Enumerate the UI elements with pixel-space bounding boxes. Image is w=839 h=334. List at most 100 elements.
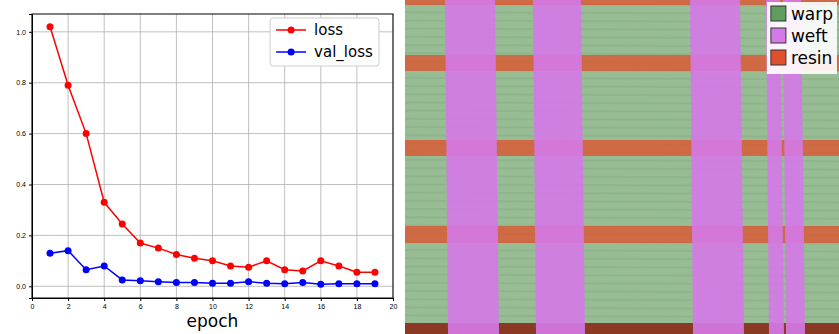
legend-item: weft [771,26,828,46]
series-marker [119,220,126,227]
figure: 0 2 4 6 8 10 12 14 16 18 20 0.0 0.2 0.4 0.6 0.8 1.0 epoch… [0,0,839,334]
series-marker [101,199,108,206]
weft-region [690,0,744,334]
series-marker [65,82,72,89]
y-tick: 0.0 [16,283,32,290]
series-marker [299,268,306,275]
series-marker [281,266,288,273]
weft-region [533,0,585,334]
x-axis-line [33,299,394,302]
series-marker [137,240,144,247]
x-axis-title: epoch [187,311,239,331]
legend: loss val_loss [270,18,379,66]
x-tick: 14 [281,298,289,310]
legend-label: warp [791,4,833,24]
series-marker [47,250,54,257]
y-axis: 0.0 0.2 0.4 0.6 0.8 1.0 [16,15,32,299]
segmentation-image: warpweftresin [405,0,839,334]
x-tick: 8 [175,298,179,310]
grid-line [32,184,393,185]
legend-box [767,2,837,74]
series-marker [173,251,180,258]
y-tick-label: 0.8 [16,79,26,86]
legend: warpweftresin [767,2,837,74]
y-tick: 0.8 [16,79,32,86]
series-marker [353,269,360,276]
series-marker [137,277,144,284]
series-marker [155,278,162,285]
series-marker [317,257,324,264]
series-marker [191,279,198,286]
y-tick-label: 0.0 [16,283,26,290]
grid-line [140,14,141,298]
x-tick-label: 18 [354,303,362,310]
x-tick: 2 [67,298,71,310]
series-line [50,251,375,285]
series-marker [353,280,360,287]
series-marker [191,255,198,262]
legend-swatch [771,6,786,21]
x-tick-label: 2 [67,303,71,310]
x-tick: 10 [209,298,217,310]
series-marker [119,276,126,283]
x-axis: 0 2 4 6 8 10 12 14 16 18 20 [31,298,398,310]
series-marker [263,257,270,264]
x-tick: 20 [390,298,398,310]
y-tick: 0.2 [16,232,32,239]
legend-swatch [771,28,786,43]
x-tick-label: 4 [103,303,107,310]
series-marker [155,245,162,252]
series-marker [335,262,342,269]
series-marker [281,280,288,287]
series-marker [47,23,54,30]
x-tick-label: 0 [31,303,35,310]
series-marker [83,266,90,273]
grid-line [32,82,393,83]
series-marker [263,280,270,287]
legend-item: val_loss [276,43,373,62]
grid-line [212,14,213,298]
grid-line [32,235,393,236]
legend-label: val_loss [314,43,373,62]
legend-marker [288,49,295,56]
series-marker [65,247,72,254]
series-marker [245,264,252,271]
x-tick-label: 6 [139,303,143,310]
y-tick-label: 0.6 [16,130,26,137]
legend-item: resin [771,48,832,68]
y-tick: 0.4 [16,181,32,188]
series-marker [173,279,180,286]
grid-line [104,14,105,298]
legend-item: loss [276,21,343,39]
y-tick: 0.6 [16,130,32,137]
series-marker [209,257,216,264]
x-tick-label: 12 [245,303,253,310]
series-marker [83,130,90,137]
y-tick-label: 0.4 [16,181,26,188]
grid [32,14,393,298]
x-tick-label: 20 [390,303,398,310]
warp-region [405,0,839,334]
series-marker [371,280,378,287]
y-tick-label: 0.2 [16,232,26,239]
series-marker [209,280,216,287]
legend-label: loss [314,21,343,39]
series-marker [227,262,234,269]
legend-swatch [771,50,786,65]
series-marker [335,280,342,287]
legend-label: weft [791,26,828,46]
x-tick: 6 [139,298,143,310]
x-tick: 0 [31,298,35,310]
series-marker [299,279,306,286]
plot-frame [32,14,393,298]
series-marker [317,281,324,288]
grid-line [248,14,249,298]
y-tick: 1.0 [16,29,32,36]
legend-box [270,18,379,66]
weft-region [445,0,499,334]
grid-line [68,14,69,298]
x-tick-label: 16 [317,303,325,310]
x-tick-label: 8 [175,303,179,310]
x-tick-label: 10 [209,303,217,310]
series-marker [371,269,378,276]
